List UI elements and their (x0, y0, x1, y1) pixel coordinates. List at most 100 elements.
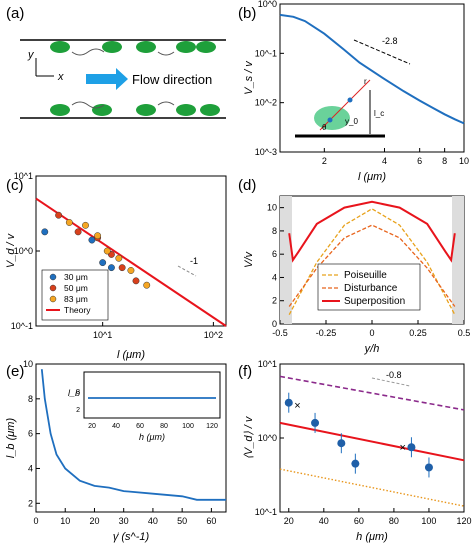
legend-label: Superposition (344, 296, 405, 307)
x-tick-label: 20 (284, 516, 294, 526)
y-tick-label: 2 (28, 498, 33, 508)
data-point (41, 228, 49, 236)
x-tick-label: 60 (354, 516, 364, 526)
x-tick-label: 10^1 (93, 330, 112, 340)
series-line (40, 369, 226, 501)
y-tick-label: 10^-1 (255, 48, 277, 58)
data-points (41, 211, 151, 289)
bottom-cells (50, 104, 220, 116)
inset-x-tick: 80 (160, 423, 168, 430)
series-line (279, 13, 465, 125)
inset-label-r: r (364, 77, 367, 86)
data-point (351, 459, 360, 468)
data-point (99, 259, 107, 267)
plot-frame (35, 363, 227, 513)
inset-x-tick: 60 (136, 423, 144, 430)
legend-label: Poiseuille (344, 270, 387, 281)
y-tick-label: 10^-2 (255, 98, 277, 108)
x-tick-label: 0 (369, 328, 374, 338)
data-point (55, 211, 63, 219)
x-axis-label: l (μm) (117, 349, 145, 361)
data-point (107, 264, 115, 272)
inset-x-tick: 120 (206, 423, 218, 430)
x-tick-label: 40 (148, 516, 158, 526)
data-point (82, 221, 89, 229)
y-tick-label: 10 (23, 359, 33, 369)
y-tick-label: 10^0 (258, 433, 277, 443)
panel-f-label: (f) (238, 363, 252, 380)
right-wall-hatch (452, 196, 464, 324)
left-wall-hatch (280, 196, 292, 324)
cross-marker: × (294, 400, 300, 412)
x-tick-label: 40 (319, 516, 329, 526)
x-axis-label: h (μm) (356, 531, 388, 543)
plot-frame (279, 363, 465, 513)
y-axis-label: V_d / v (5, 232, 17, 268)
y-tick-label: 10^0 (258, 0, 277, 9)
inset-y-label: l_b (68, 388, 80, 398)
y-tick-label: 10^-1 (255, 507, 277, 517)
y-axis-label: ⟨V_d⟩ / v (243, 415, 255, 459)
slope-line (177, 265, 197, 277)
y-tick-label: 2 (272, 296, 277, 306)
panel-c-label: (c) (6, 177, 24, 194)
axis-ticks: -0.5 -0.25 0 0.25 0.5 0 2 4 6 8 10 (267, 203, 470, 338)
x-tick-label: 0 (33, 516, 38, 526)
y-tick-label: 8 (272, 226, 277, 236)
data-point (407, 443, 416, 452)
inset-label-theta: θ (322, 123, 327, 132)
x-tick-label: 10 (459, 156, 469, 166)
y-tick-label: 10^-3 (255, 147, 277, 157)
x-tick-label: 8 (442, 156, 447, 166)
axis-y-label: y (27, 49, 35, 61)
upper-bound-line (279, 375, 465, 411)
y-tick-label: 6 (28, 429, 33, 439)
legend-label: Disturbance (344, 283, 398, 294)
y-axis-label: V/v (243, 251, 255, 268)
x-tick-label: 50 (177, 516, 187, 526)
x-tick-label: 4 (382, 156, 387, 166)
axis-ticks: 2 4 6 8 10 10^-3 10^-2 10^-1 10^0 (255, 0, 469, 166)
data-point (94, 232, 102, 240)
y-tick-label: 10^-1 (11, 321, 33, 331)
plot-frame (279, 3, 465, 153)
data-point (74, 228, 82, 236)
panel-d-label: (d) (238, 177, 256, 194)
inset-x-label: h (μm) (139, 432, 165, 442)
data-point (65, 219, 73, 226)
cross-marker: × (399, 442, 405, 454)
data-point (143, 281, 151, 289)
top-cells (50, 41, 216, 53)
y-axis-label: V_s / v (243, 60, 255, 95)
panel-e-label: (e) (6, 363, 24, 380)
x-tick-label: -0.25 (316, 328, 337, 338)
panel-b: (b) 2 4 6 8 10 10^-3 10^-2 10^-1 10^0 -2.8 l_c y… (238, 0, 469, 183)
y-tick-label: 4 (28, 463, 33, 473)
x-tick-label: 0.25 (409, 328, 427, 338)
superposition-line (288, 200, 456, 263)
slope-label: -1 (190, 256, 198, 266)
x-tick-label: 30 (119, 516, 129, 526)
x-tick-label: 80 (389, 516, 399, 526)
inset-diagram: l_c y_0 θ r (295, 77, 385, 138)
x-axis-label: y/h (364, 343, 380, 355)
flow-direction-label: Flow direction (132, 72, 212, 87)
inset-y-tick: 3 (76, 389, 80, 396)
data-point (115, 254, 123, 262)
y-tick-label: 6 (272, 249, 277, 259)
axis-ticks: 20 40 60 80 100 120 10^-1 10^0 10^1 (255, 359, 472, 526)
legend-label: Theory (64, 305, 91, 315)
x-tick-label: 0.5 (458, 328, 471, 338)
inset-x-tick: 100 (182, 423, 194, 430)
data-point (103, 247, 111, 255)
x-tick-label: 10 (60, 516, 70, 526)
data-point (118, 264, 126, 272)
y-tick-label: 10^1 (258, 359, 277, 369)
x-tick-label: -0.5 (272, 328, 288, 338)
panel-e: (e) 0 10 20 30 40 50 60 2 4 6 8 10 20 40 60 80 100 120 2 3… (5, 359, 227, 543)
data-point (337, 439, 346, 448)
x-tick-label: 20 (89, 516, 99, 526)
